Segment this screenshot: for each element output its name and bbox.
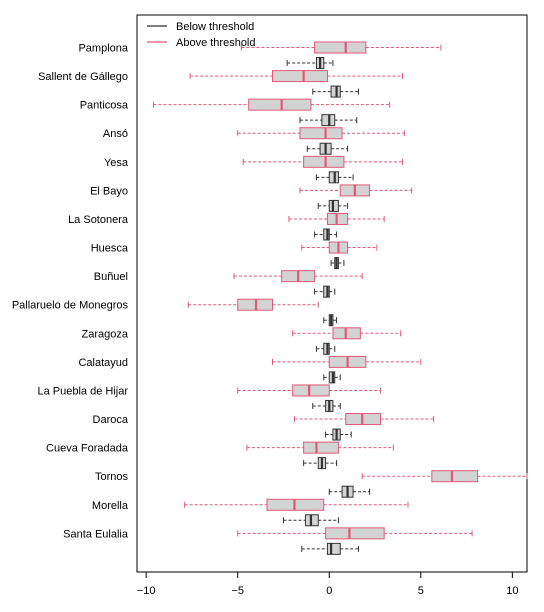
legend-label-below: Below threshold xyxy=(176,21,254,33)
box-above-4-box xyxy=(303,155,345,168)
category-label-13: Daroca xyxy=(93,414,129,426)
category-label-10: Zaragoza xyxy=(82,328,129,340)
x-tick-label-2: 0 xyxy=(326,585,332,597)
box-below-7 xyxy=(330,257,345,270)
category-label-5: El Bayo xyxy=(90,185,128,197)
box-below-1 xyxy=(312,85,360,98)
box-above-8 xyxy=(233,270,363,283)
box-above-15-box xyxy=(431,470,479,483)
box-above-0-box xyxy=(314,41,367,54)
box-above-2-box xyxy=(248,98,312,111)
category-label-17: Santa Eulalia xyxy=(63,528,129,540)
box-above-6 xyxy=(288,212,385,225)
category-label-6: La Sotonera xyxy=(68,214,129,226)
x-tick-label-4: 10 xyxy=(506,585,518,597)
box-above-9 xyxy=(187,298,319,311)
category-label-9: Pallaruelo de Monegros xyxy=(12,300,129,312)
box-below-11 xyxy=(323,371,341,384)
box-above-12 xyxy=(237,384,382,397)
category-label-1: Sallent de Gállego xyxy=(38,71,128,83)
box-above-10 xyxy=(292,327,402,340)
box-above-17 xyxy=(237,527,473,540)
box-above-11 xyxy=(271,355,422,368)
y-axis-labels: Pamplona Sallent de Gállego Panticosa Ansó Y… xyxy=(12,43,129,541)
box-below-0 xyxy=(286,57,334,69)
box-below-15 xyxy=(328,485,371,498)
category-label-3: Ansó xyxy=(103,128,128,140)
category-label-15: Tornos xyxy=(95,471,129,483)
box-above-16 xyxy=(184,498,409,511)
box-above-1 xyxy=(189,70,403,83)
boxes xyxy=(152,41,528,555)
category-label-14: Cueva Foradada xyxy=(46,443,129,455)
legend-label-above: Above threshold xyxy=(176,37,256,49)
box-above-14 xyxy=(246,441,394,454)
category-label-16: Morella xyxy=(92,500,129,512)
category-label-12: La Puebla de Hijar xyxy=(37,385,128,397)
box-below-5 xyxy=(317,199,349,212)
box-below-10 xyxy=(315,342,336,355)
box-above-13 xyxy=(293,413,435,426)
box-above-15 xyxy=(361,470,528,483)
category-label-7: Huesca xyxy=(91,243,129,255)
plot-area xyxy=(136,14,528,573)
box-above-3-box xyxy=(299,127,343,140)
box-above-5 xyxy=(299,184,413,197)
box-below-9 xyxy=(323,314,338,327)
x-tick-label-3: 5 xyxy=(418,585,424,597)
box-above-17-box xyxy=(325,527,385,540)
box-above-3 xyxy=(237,127,405,140)
box-below-12 xyxy=(312,399,341,412)
category-label-2: Panticosa xyxy=(80,100,129,112)
box-above-7 xyxy=(301,241,378,254)
box-above-4 xyxy=(242,155,403,168)
category-label-11: Calatayud xyxy=(78,357,128,369)
box-below-16 xyxy=(282,514,339,527)
box-below-8 xyxy=(314,285,336,298)
x-axis: −10 −5 0 5 10 xyxy=(137,572,518,597)
box-below-13 xyxy=(325,428,352,441)
box-above-2 xyxy=(152,98,391,111)
box-below-17 xyxy=(301,542,360,555)
x-tick-label-0: −10 xyxy=(137,585,156,597)
category-label-8: Buñuel xyxy=(94,271,128,283)
box-above-12-box xyxy=(292,384,330,397)
box-below-4 xyxy=(315,171,354,184)
box-below-3 xyxy=(306,142,349,155)
box-above-0 xyxy=(240,41,442,54)
category-label-4: Yesa xyxy=(104,157,129,169)
box-below-17-box xyxy=(326,542,341,555)
x-tick-label-1: −5 xyxy=(231,585,244,597)
box-below-6 xyxy=(314,228,338,241)
box-above-1-box xyxy=(271,70,328,83)
box-below-2 xyxy=(299,114,358,127)
legend: Below threshold Above threshold xyxy=(147,21,256,49)
category-label-0: Pamplona xyxy=(78,43,128,55)
plot-frame xyxy=(136,14,528,573)
box-above-14-box xyxy=(303,441,339,454)
box-below-14 xyxy=(303,457,338,470)
